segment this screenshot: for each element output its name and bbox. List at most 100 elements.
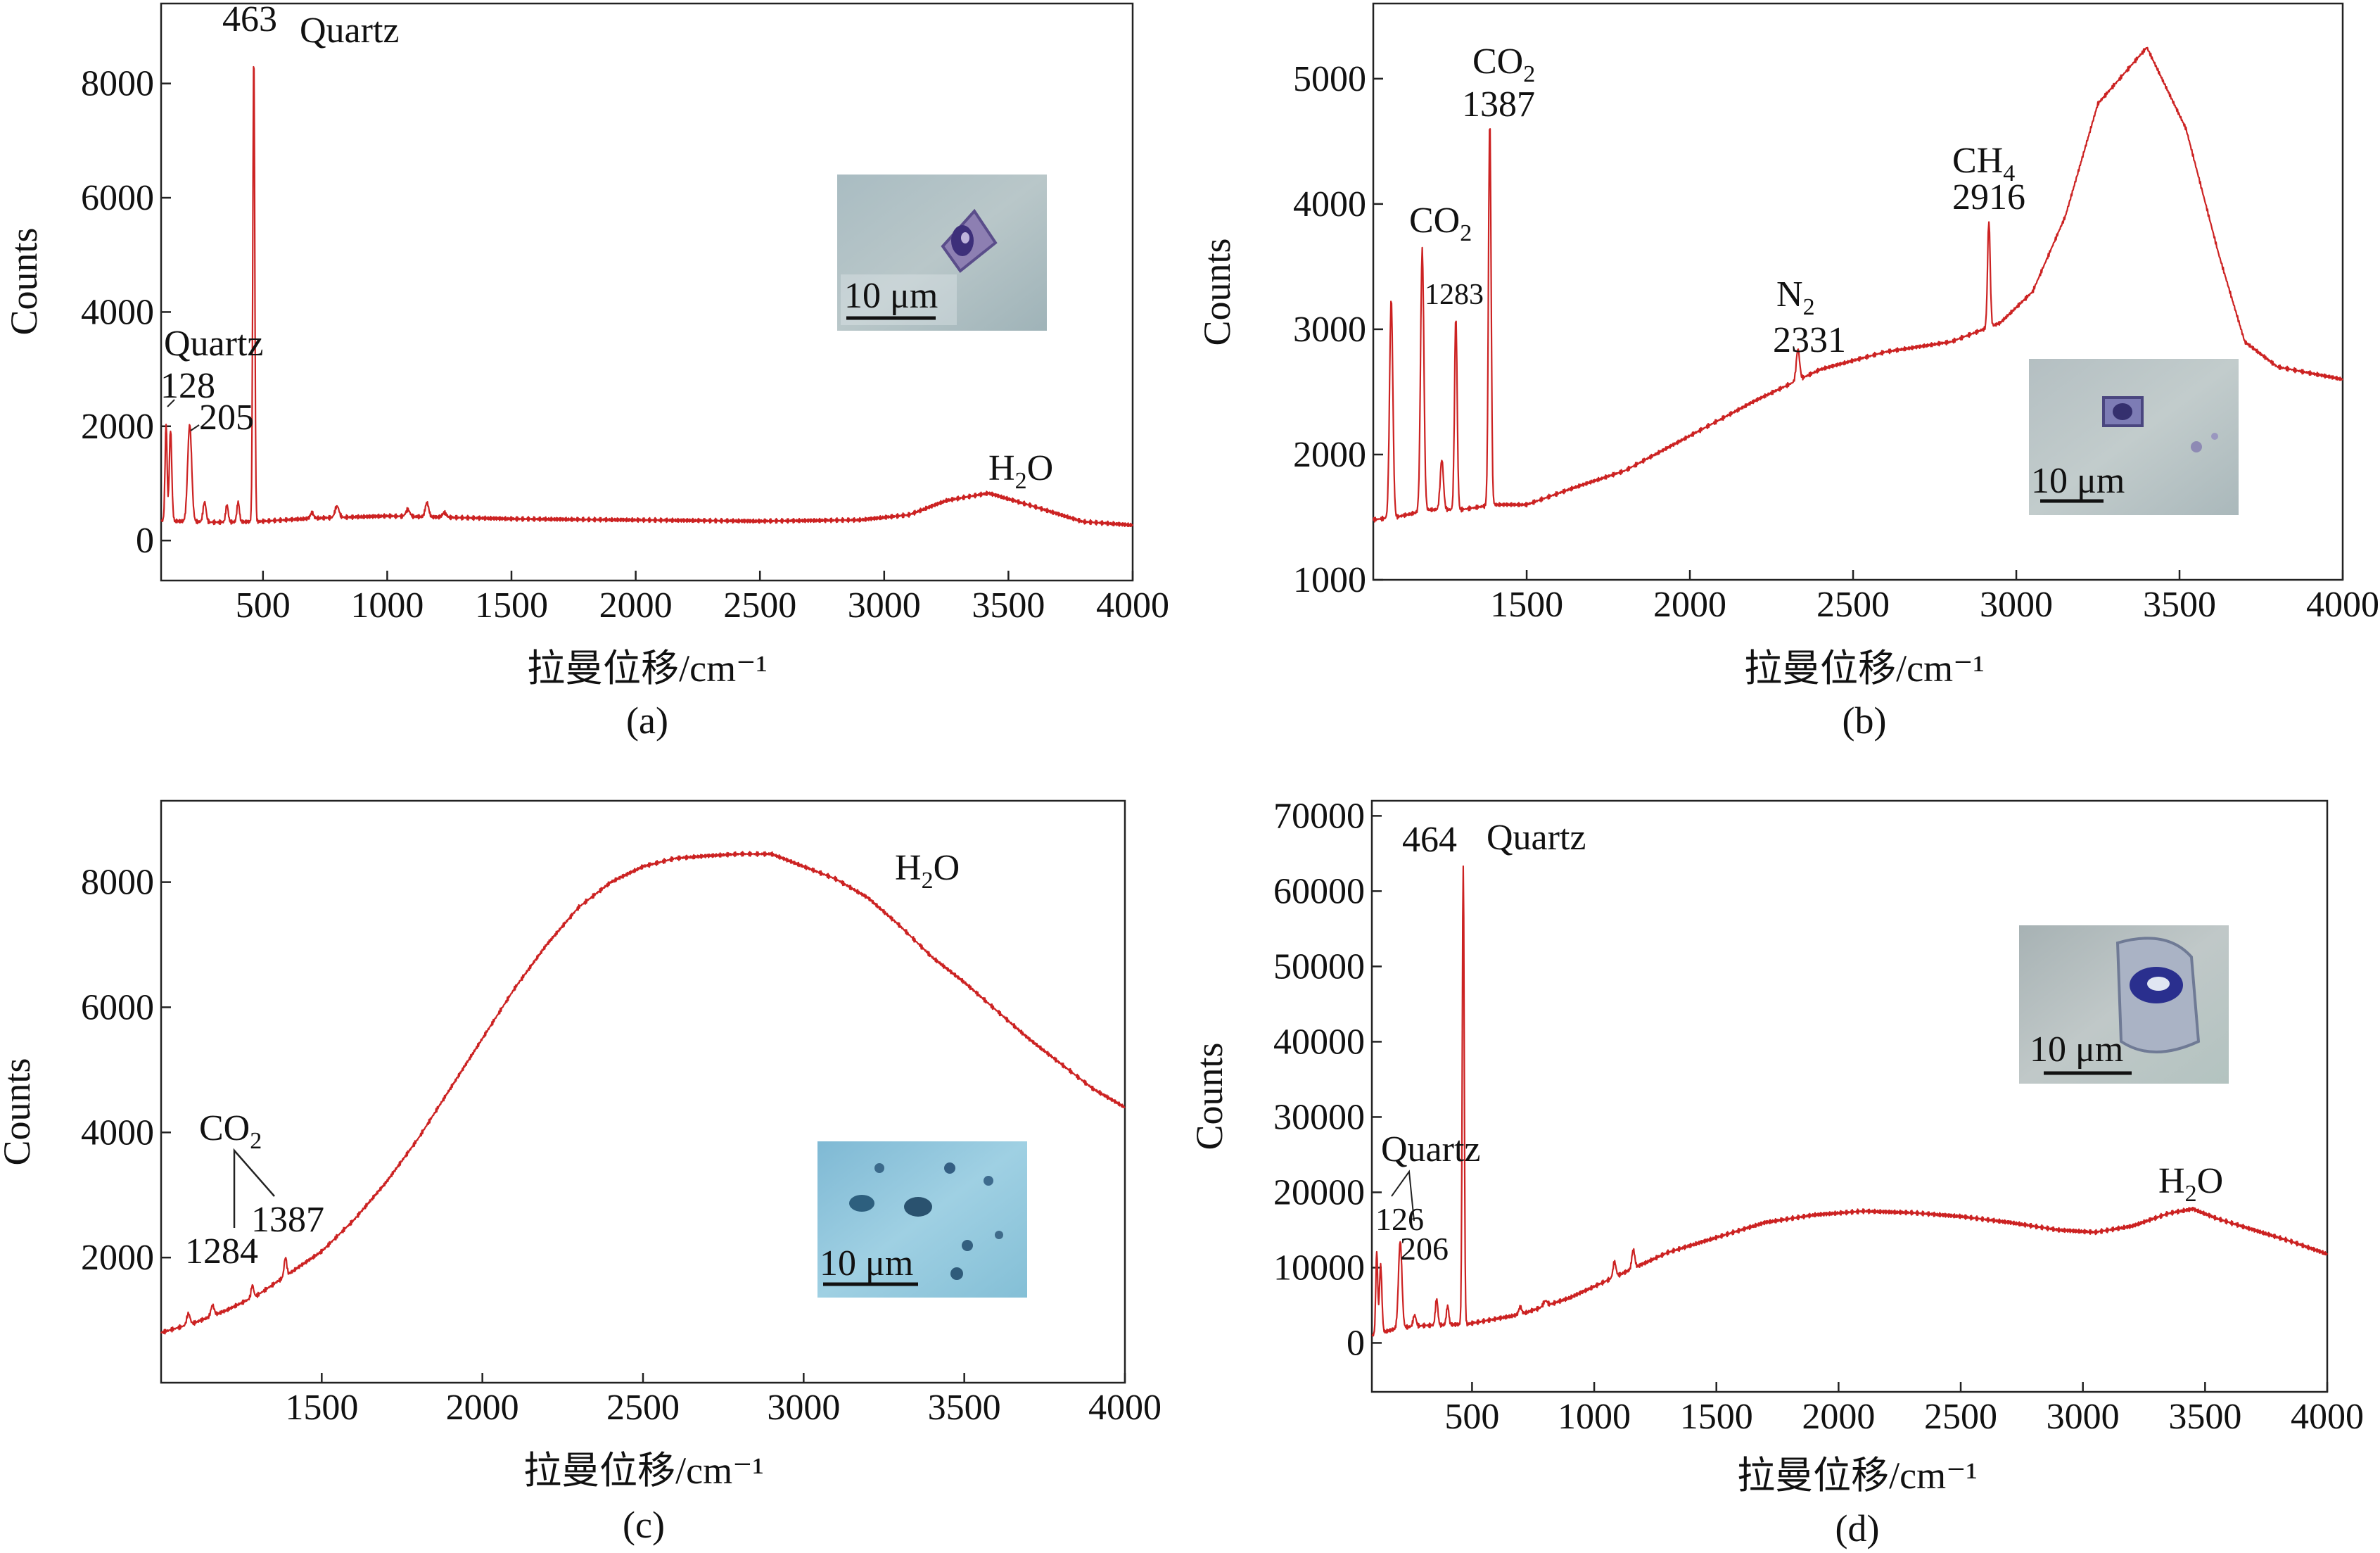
x-tick-label-b: 2000 <box>1653 585 1726 625</box>
leader-line-128 <box>167 399 175 407</box>
peak-label-2331: 2331 <box>1773 320 1846 360</box>
spectrum-line-d <box>1371 865 2328 1337</box>
leader-lines-quartz-d <box>1391 1169 1415 1222</box>
panel-label-c: (c) <box>623 1504 665 1546</box>
xlabel-c: 拉曼位移/cm⁻¹ <box>523 1450 764 1492</box>
peak-label-1387: 1387 <box>1462 84 1535 125</box>
micrograph-inset-b: 10 μm <box>2029 359 2239 515</box>
x-tick-label-c: 2000 <box>446 1388 519 1428</box>
x-tick-label-d: 1000 <box>1558 1397 1631 1437</box>
x-ticks-d: 500 1000 1500 2000 2500 3000 3500 4000 <box>1444 1382 2364 1437</box>
x-tick-label-c: 3500 <box>928 1388 1001 1428</box>
y-tick-label-d: 20000 <box>1273 1172 1365 1212</box>
y-tick-label-b: 3000 <box>1293 310 1366 350</box>
species-label-co2-c: CO2 <box>199 1108 262 1154</box>
panel-label-b: (b) <box>1843 699 1887 742</box>
species-label-co2-1283: CO2 <box>1409 201 1472 246</box>
y-tick-label-d: 60000 <box>1273 871 1365 911</box>
y-tick-label-b: 2000 <box>1293 435 1366 475</box>
water-label-c: H2O <box>895 848 960 894</box>
peak-label-128: 128 <box>160 366 215 406</box>
mineral-label-quartz-main-d: Quartz <box>1487 818 1586 858</box>
y-ticks-d: 0 10000 20000 30000 40000 50000 60000 70000 <box>1273 796 1382 1363</box>
panel-label-a: (a) <box>626 699 668 742</box>
x-tick-label-a: 500 <box>236 585 291 626</box>
scale-label-a: 10 μm <box>844 276 938 316</box>
panel-d: 0 10000 20000 30000 40000 50000 60000 70000 500… <box>1188 796 2364 1549</box>
peak-label-1387-c: 1387 <box>251 1200 324 1240</box>
species-label-co2-1387: CO2 <box>1472 42 1535 87</box>
x-tick-label-a: 4000 <box>1096 585 1169 626</box>
plot-frame-a <box>160 2 1134 582</box>
ylabel-c: Counts <box>0 1058 38 1165</box>
water-label-d: H2O <box>2158 1161 2223 1207</box>
plot-frame-b <box>1372 2 2344 581</box>
peak-label-464: 464 <box>1402 820 1457 860</box>
x-tick-label-c: 2500 <box>606 1388 680 1428</box>
x-tick-label-b: 1500 <box>1490 585 1563 625</box>
x-tick-label-d: 3000 <box>2047 1397 2120 1437</box>
peak-label-206: 206 <box>1400 1231 1449 1267</box>
panel-b: 1000 2000 3000 4000 5000 1500 2000 2500 3000 350… <box>1196 2 2379 742</box>
leader-line-205 <box>190 424 200 431</box>
y-tick-label-c: 6000 <box>81 987 154 1027</box>
species-label-n2: N2 <box>1776 274 1815 320</box>
scale-label-c: 10 μm <box>820 1243 913 1283</box>
y-tick-label-b: 4000 <box>1293 184 1366 224</box>
panel-c: 2000 4000 6000 8000 1500 2000 2500 3000 3500 400… <box>0 799 1162 1546</box>
y-tick-label-c: 2000 <box>81 1238 154 1278</box>
y-tick-label-a: 0 <box>136 521 154 561</box>
plot-frame-d <box>1370 799 2329 1393</box>
y-tick-label-b: 1000 <box>1293 560 1366 600</box>
xlabel-b: 拉曼位移/cm⁻¹ <box>1744 647 1985 690</box>
peak-label-126: 126 <box>1375 1201 1424 1237</box>
y-tick-label-a: 8000 <box>81 64 154 104</box>
x-tick-label-a: 2500 <box>723 585 796 626</box>
y-tick-label-d: 10000 <box>1273 1248 1365 1288</box>
scale-label-d: 10 μm <box>2030 1029 2123 1070</box>
y-ticks-b: 1000 2000 3000 4000 5000 <box>1293 59 1383 600</box>
x-tick-label-b: 3500 <box>2143 585 2216 625</box>
ylabel-d: Counts <box>1188 1042 1230 1150</box>
y-tick-label-d: 30000 <box>1273 1097 1365 1137</box>
spectrum-line-c <box>160 851 1126 1335</box>
y-tick-label-c: 8000 <box>81 863 154 903</box>
ylabel-b: Counts <box>1196 238 1238 346</box>
peak-label-2916: 2916 <box>1952 177 2025 217</box>
y-tick-label-a: 2000 <box>81 407 154 447</box>
x-tick-label-a: 1500 <box>475 585 548 626</box>
spectrum-line-a <box>160 65 1134 527</box>
y-ticks-a: 0 2000 4000 6000 8000 <box>81 64 171 561</box>
x-tick-label-a: 3000 <box>848 585 921 626</box>
x-tick-label-d: 2500 <box>1924 1397 1997 1437</box>
xlabel-d: 拉曼位移/cm⁻¹ <box>1737 1454 1978 1497</box>
y-tick-label-b: 5000 <box>1293 59 1366 99</box>
micrograph-inset-a: 10 μm <box>837 175 1047 331</box>
x-tick-label-b: 3000 <box>1980 585 2053 625</box>
micrograph-inset-c: 10 μm <box>817 1141 1027 1298</box>
panel-label-d: (d) <box>1835 1507 1880 1549</box>
x-ticks-a: 500 1000 1500 2000 2500 3000 3500 4000 <box>236 571 1169 626</box>
x-tick-label-c: 4000 <box>1088 1388 1162 1428</box>
micrograph-inset-d: 10 μm <box>2019 925 2229 1084</box>
x-tick-label-c: 1500 <box>285 1388 358 1428</box>
x-tick-label-d: 1500 <box>1680 1397 1753 1437</box>
x-tick-label-b: 4000 <box>2306 585 2379 625</box>
x-tick-label-d: 2000 <box>1802 1397 1875 1437</box>
peak-label-205: 205 <box>199 398 254 438</box>
y-tick-label-d: 50000 <box>1273 946 1365 987</box>
peak-label-463: 463 <box>222 0 277 39</box>
x-tick-label-a: 3500 <box>972 585 1045 626</box>
x-tick-label-c: 3000 <box>767 1388 840 1428</box>
x-tick-label-a: 2000 <box>599 585 673 626</box>
peak-label-1283: 1283 <box>1425 279 1484 311</box>
leader-lines-co2-c <box>233 1148 275 1228</box>
water-label-a: H2O <box>988 448 1053 494</box>
x-ticks-c: 1500 2000 2500 3000 3500 4000 <box>285 1373 1162 1428</box>
ylabel-a: Counts <box>3 227 45 335</box>
x-tick-label-d: 500 <box>1444 1397 1499 1437</box>
panel-a: 0 2000 4000 6000 8000 500 1000 1500 2000 2500 300… <box>3 0 1169 742</box>
x-tick-label-b: 2500 <box>1816 585 1890 625</box>
scale-label-b: 10 μm <box>2031 461 2125 501</box>
